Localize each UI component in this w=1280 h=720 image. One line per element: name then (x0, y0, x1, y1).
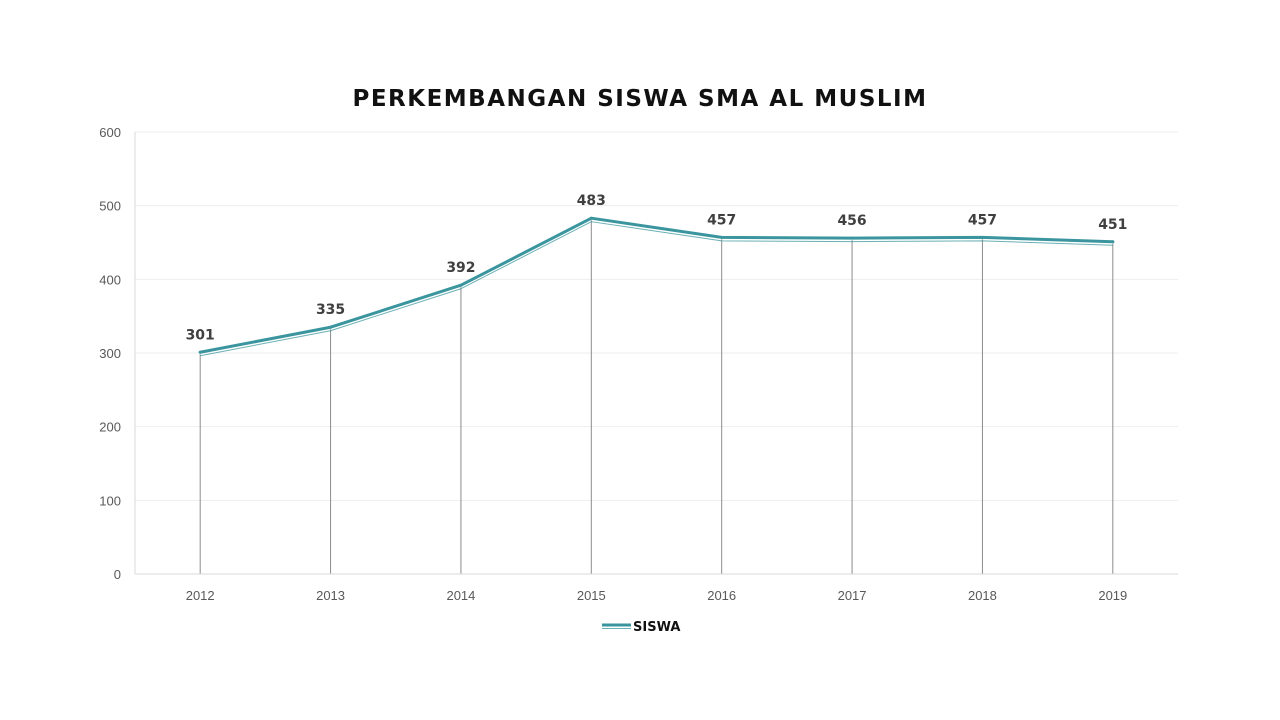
y-tick-label: 300 (99, 346, 121, 361)
y-tick-label: 200 (99, 420, 121, 435)
x-axis-ticks: 2012 2013 2014 2015 2016 2017 2018 2019 (186, 588, 1128, 603)
x-tick-label: 2018 (968, 588, 997, 603)
x-tick-label: 2014 (446, 588, 475, 603)
x-tick-label: 2015 (577, 588, 606, 603)
data-point (459, 283, 463, 287)
y-tick-label: 400 (99, 272, 121, 287)
drop-lines (199, 220, 1114, 574)
x-tick-label: 2017 (838, 588, 867, 603)
x-tick-label: 2013 (316, 588, 345, 603)
y-axis-ticks: 0 100 200 300 400 500 600 (99, 125, 121, 582)
data-point (329, 325, 333, 329)
series-siswa (198, 216, 1115, 357)
data-point (850, 236, 854, 240)
data-point (980, 235, 984, 239)
legend-label-siswa: SISWA (633, 620, 680, 635)
gridlines (135, 131, 1178, 501)
x-tick-label: 2016 (707, 588, 736, 603)
x-tick-label: 2019 (1098, 588, 1127, 603)
data-label: 456 (837, 213, 866, 229)
data-label: 301 (186, 327, 215, 343)
data-point (1111, 240, 1115, 244)
y-tick-label: 600 (99, 125, 121, 140)
x-tick-label: 2012 (186, 588, 215, 603)
data-point (198, 350, 202, 354)
data-label: 457 (968, 212, 997, 228)
data-labels: 301 335 392 483 457 456 457 451 (186, 193, 1128, 343)
y-tick-label: 100 (99, 493, 121, 508)
data-point (589, 216, 593, 220)
y-tick-label: 0 (114, 567, 121, 582)
data-label: 451 (1098, 217, 1127, 233)
data-label: 483 (577, 193, 606, 209)
y-tick-label: 500 (99, 199, 121, 214)
legend[interactable]: SISWA (602, 620, 680, 635)
series-line (198, 216, 1115, 354)
chart-title: PERKEMBANGAN SISWA SMA AL MUSLIM (352, 86, 927, 112)
data-label: 457 (707, 212, 736, 228)
x-axis (134, 132, 1178, 575)
data-label: 392 (446, 260, 475, 276)
data-label: 335 (316, 302, 345, 318)
data-point (720, 235, 724, 239)
series-line-shadow (200, 221, 1113, 357)
